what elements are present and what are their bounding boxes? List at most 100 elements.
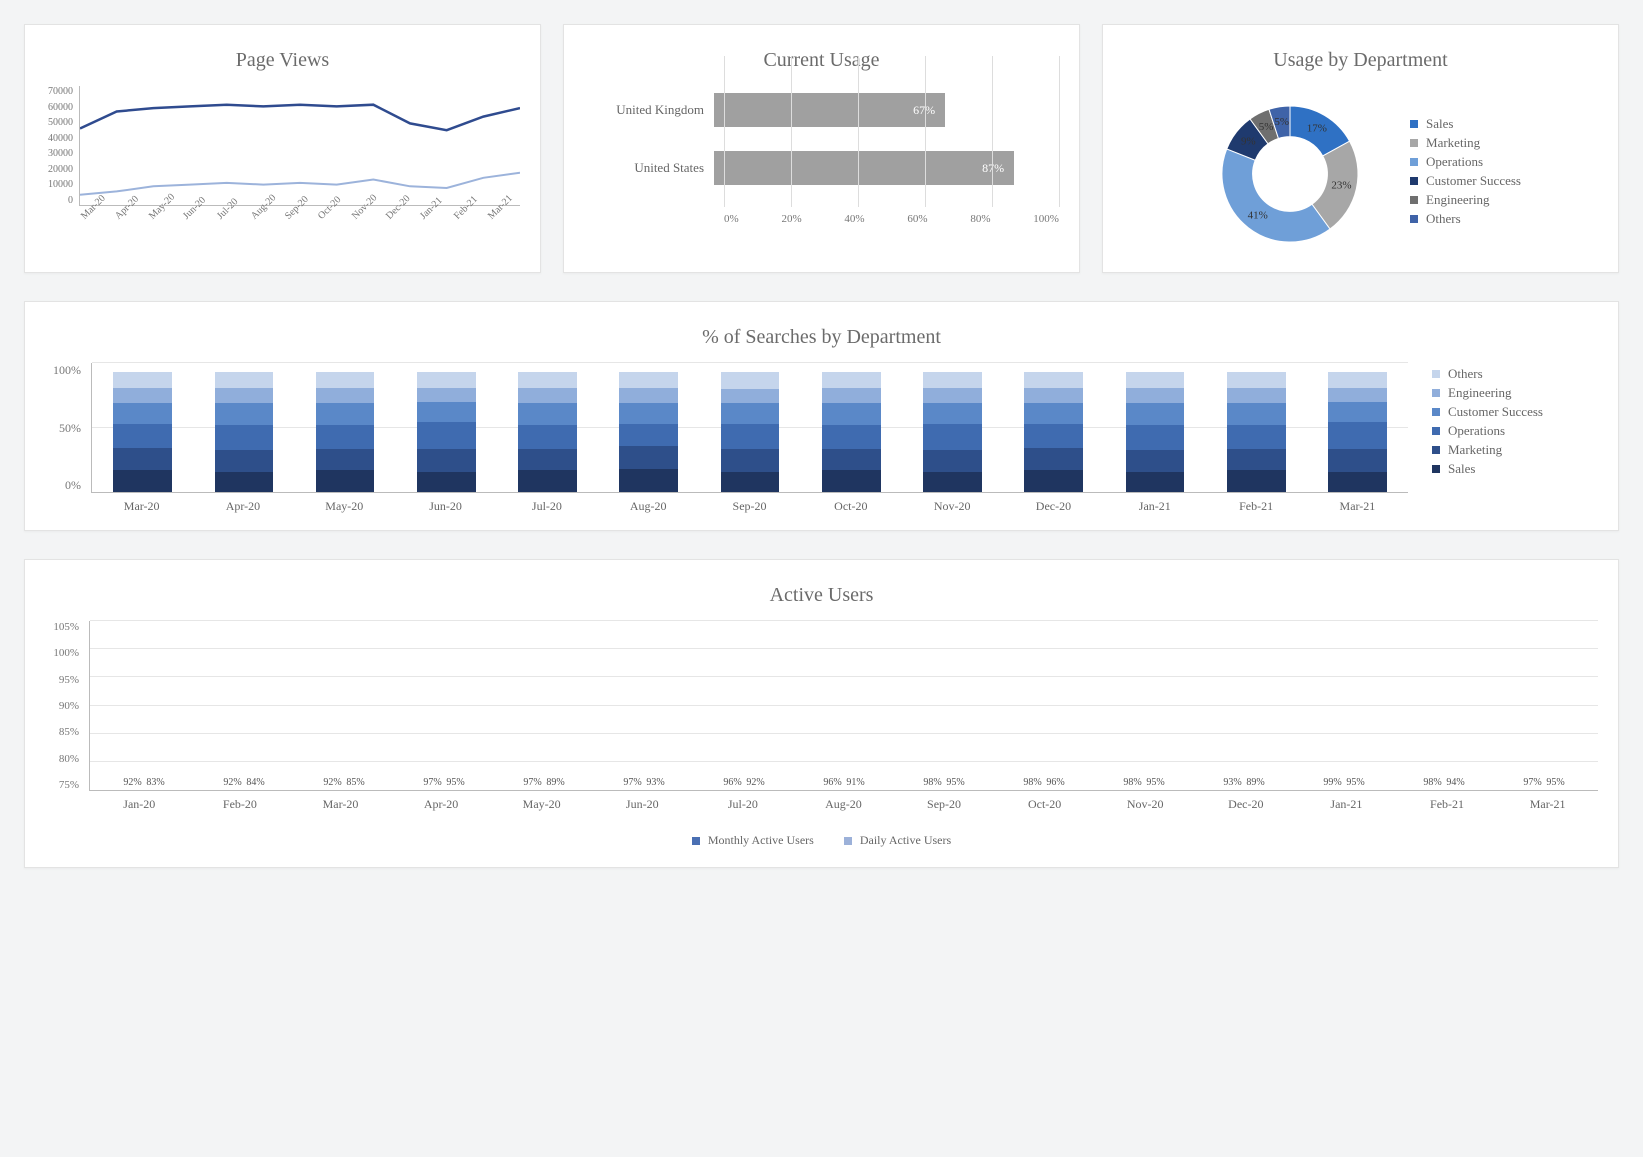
stacked-bar [113,372,172,492]
page-views-title: Page Views [45,49,520,72]
x-tick: Oct-20 [800,493,901,514]
active-users-x-axis: Jan-20Feb-20Mar-20Apr-20May-20Jun-20Jul-… [89,791,1598,812]
grid-line [1059,56,1060,207]
x-tick: Sep-20 [894,791,995,812]
stacked-bar [1126,372,1185,492]
stacked-segment [1328,402,1387,422]
donut-slice [1222,149,1330,242]
stacked-column [801,372,902,492]
x-tick: Dec-20 [1003,493,1104,514]
stacked-segment [518,425,577,449]
active-users-card: Active Users 105%100%95%90%85%80%75% 92%… [24,559,1619,868]
usage-dept-legend: SalesMarketingOperationsCustomer Success… [1410,113,1521,230]
donut-slice-label: 5% [1274,116,1289,128]
usage-label: United Kingdom [584,102,714,118]
stacked-segment [518,388,577,404]
stacked-bar [1024,372,1083,492]
x-tick: 20% [781,213,801,225]
legend-label: Marketing [1448,442,1502,458]
y-tick: 75% [45,779,79,791]
stacked-segment [619,403,678,423]
legend-swatch [1432,446,1440,454]
stacked-segment [822,425,881,449]
bar-value-label: 96% [723,777,741,790]
donut-slice-label: 23% [1331,179,1351,191]
bar-value-label: 95% [1346,777,1364,790]
stacked-segment [316,449,375,471]
stacked-segment [1227,425,1286,449]
legend-item: Monthly Active Users [692,833,814,848]
legend-label: Customer Success [1448,404,1543,420]
legend-label: Others [1426,211,1461,227]
legend-swatch [1410,177,1418,185]
legend-item: Engineering [1432,385,1598,401]
x-tick: Jan-20 [89,791,190,812]
stacked-segment [1024,424,1083,448]
x-tick: 0% [724,213,739,225]
stacked-segment [923,388,982,404]
stacked-segment [1328,472,1387,492]
usage-bar: 67% [714,93,945,127]
legend-swatch [1432,408,1440,416]
searches-x-axis: Mar-20Apr-20May-20Jun-20Jul-20Aug-20Sep-… [91,493,1408,514]
page-views-y-axis: 700006000050000400003000020000100000 [45,86,79,206]
legend-swatch [1410,139,1418,147]
current-usage-x-axis: 0%20%40%60%80%100% [724,213,1059,225]
grid-line [992,56,993,207]
searches-y-axis: 100%50%0% [45,363,91,493]
legend-item: Marketing [1432,442,1598,458]
stacked-segment [1024,448,1083,471]
y-tick: 100% [45,363,81,378]
bar-value-label: 95% [446,777,464,790]
top-row: Page Views 70000600005000040000300002000… [24,24,1619,273]
bar-value-label: 98% [1123,777,1141,790]
bar-value-label: 97% [423,777,441,790]
stacked-column [1003,372,1104,492]
stacked-segment [822,388,881,404]
x-tick: Jan-21 [1104,493,1205,514]
active-users-plot: 92%83%92%84%92%85%97%95%97%89%97%93%96%9… [89,621,1598,791]
bar-value-label: 91% [846,777,864,790]
bar-value-label: 94% [1446,777,1464,790]
grid-line [90,761,1598,762]
stacked-segment [215,472,274,492]
stacked-segment [1328,449,1387,472]
stacked-column [92,372,193,492]
x-tick: May-20 [294,493,395,514]
stacked-segment [923,372,982,388]
y-tick: 40000 [45,133,73,144]
current-usage-card: Current Usage United Kingdom67%United St… [563,24,1080,273]
stacked-segment [316,403,375,425]
stacked-segment [1126,372,1185,388]
legend-label: Monthly Active Users [708,833,814,848]
stacked-segment [417,372,476,388]
stacked-column [294,372,395,492]
stacked-segment [1227,449,1286,471]
stacked-segment [518,403,577,425]
x-tick: Dec-20 [1196,791,1297,812]
stacked-column [699,372,800,492]
x-tick: Jun-20 [592,791,693,812]
stacked-segment [113,372,172,388]
legend-label: Operations [1426,154,1483,170]
stacked-bar [619,372,678,492]
grid-line [92,362,1408,363]
x-tick: Nov-20 [1095,791,1196,812]
stacked-segment [822,403,881,425]
x-tick: Apr-20 [391,791,492,812]
stacked-segment [1126,472,1185,492]
x-tick: 60% [907,213,927,225]
x-tick: 40% [844,213,864,225]
stacked-segment [113,470,172,492]
legend-item: Others [1410,211,1521,227]
usage-dept-card: Usage by Department 17%23%41%9%5%5% Sale… [1102,24,1619,273]
legend-label: Marketing [1426,135,1480,151]
legend-swatch [1410,120,1418,128]
stacked-bar [1328,372,1387,492]
stacked-segment [822,449,881,471]
legend-label: Daily Active Users [860,833,951,848]
legend-label: Engineering [1426,192,1490,208]
stacked-segment [822,470,881,492]
stacked-bar [417,372,476,492]
y-tick: 50% [45,421,81,436]
